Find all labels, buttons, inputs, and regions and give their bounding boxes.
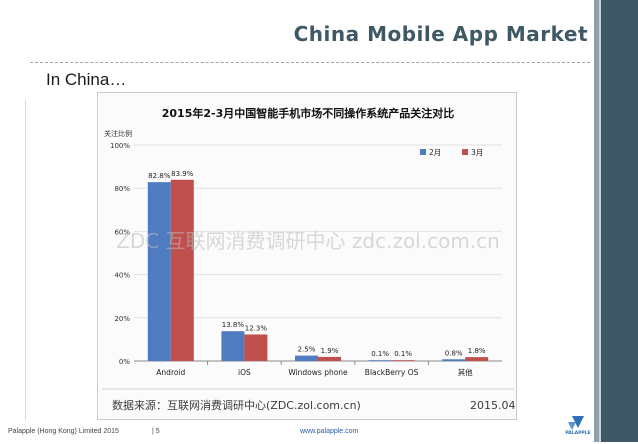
data-label: 83.9% bbox=[171, 170, 194, 178]
bar bbox=[391, 360, 415, 361]
title-divider bbox=[30, 62, 590, 63]
bar-chart: 2015年2-3月中国智能手机市场不同操作系统产品关注对比 关注比例 0% 20%… bbox=[102, 106, 516, 412]
x-tick-label: BlackBerry OS bbox=[365, 368, 419, 377]
y-tick-label: 0% bbox=[119, 358, 130, 366]
data-label: 0.1% bbox=[371, 350, 389, 358]
data-label: 1.9% bbox=[321, 347, 339, 355]
legend-swatch bbox=[462, 149, 468, 155]
decorative-stripe-light bbox=[594, 0, 601, 442]
bar bbox=[147, 182, 171, 361]
x-tick-label: Android bbox=[156, 368, 185, 377]
bar bbox=[442, 359, 466, 361]
data-label: 1.8% bbox=[468, 347, 486, 355]
data-label: 13.8% bbox=[222, 321, 245, 329]
data-label: 0.8% bbox=[445, 349, 463, 357]
slide-subtitle: In China… bbox=[46, 70, 127, 89]
bar bbox=[465, 357, 489, 361]
x-tick-label: Windows phone bbox=[288, 368, 348, 377]
footer-company: Palapple (Hong Kong) Limited 2015 bbox=[8, 428, 119, 435]
data-label: 12.3% bbox=[245, 324, 268, 332]
chart-watermark: ZDC 互联网消费调研中心 zdc.zol.com.cn bbox=[116, 229, 500, 253]
bar bbox=[368, 360, 392, 361]
legend-label: 3月 bbox=[471, 148, 483, 157]
legend-swatch bbox=[420, 149, 426, 155]
bar bbox=[170, 179, 194, 361]
y-tick-label: 60% bbox=[114, 228, 130, 236]
logo-mark-icon bbox=[568, 416, 584, 430]
y-tick-label: 100% bbox=[110, 142, 130, 150]
palapple-logo: PALAPPLE bbox=[562, 414, 594, 440]
y-tick-label: 80% bbox=[114, 185, 130, 193]
footer-page-number: | 5 bbox=[152, 428, 160, 435]
chart-source: 数据来源：互联网消费调研中心(ZDC.zol.com.cn) bbox=[112, 398, 361, 412]
decorative-stripe-gap bbox=[599, 0, 601, 442]
data-label: 2.5% bbox=[298, 346, 316, 354]
footer-url-link[interactable]: www.palapple.com bbox=[300, 428, 359, 435]
bar bbox=[295, 355, 318, 361]
chart-date: 2015.04 bbox=[470, 399, 516, 412]
chart-image: 2015年2-3月中国智能手机市场不同操作系统产品关注对比 关注比例 0% 20%… bbox=[97, 92, 517, 420]
legend-label: 2月 bbox=[429, 148, 441, 157]
slide-title: China Mobile App Market bbox=[293, 22, 588, 46]
data-label: 82.8% bbox=[148, 172, 171, 180]
plot-area: 0% 20% 40% 60% 80% 100% 82.8% 83.9% Android 13.8%… bbox=[110, 142, 502, 377]
decorative-stripe-dark bbox=[601, 0, 638, 442]
bar bbox=[221, 331, 245, 361]
chart-title: 2015年2-3月中国智能手机市场不同操作系统产品关注对比 bbox=[162, 106, 455, 120]
left-divider bbox=[25, 100, 26, 420]
logo-text: PALAPPLE bbox=[565, 431, 591, 436]
y-tick-label: 20% bbox=[114, 315, 130, 323]
x-tick-label: 其他 bbox=[458, 367, 473, 377]
data-label: 0.1% bbox=[394, 350, 412, 358]
y-axis-label: 关注比例 bbox=[104, 129, 132, 138]
bar bbox=[244, 334, 268, 361]
x-tick-label: iOS bbox=[238, 368, 251, 377]
y-tick-label: 40% bbox=[114, 272, 130, 280]
bar bbox=[318, 356, 341, 361]
